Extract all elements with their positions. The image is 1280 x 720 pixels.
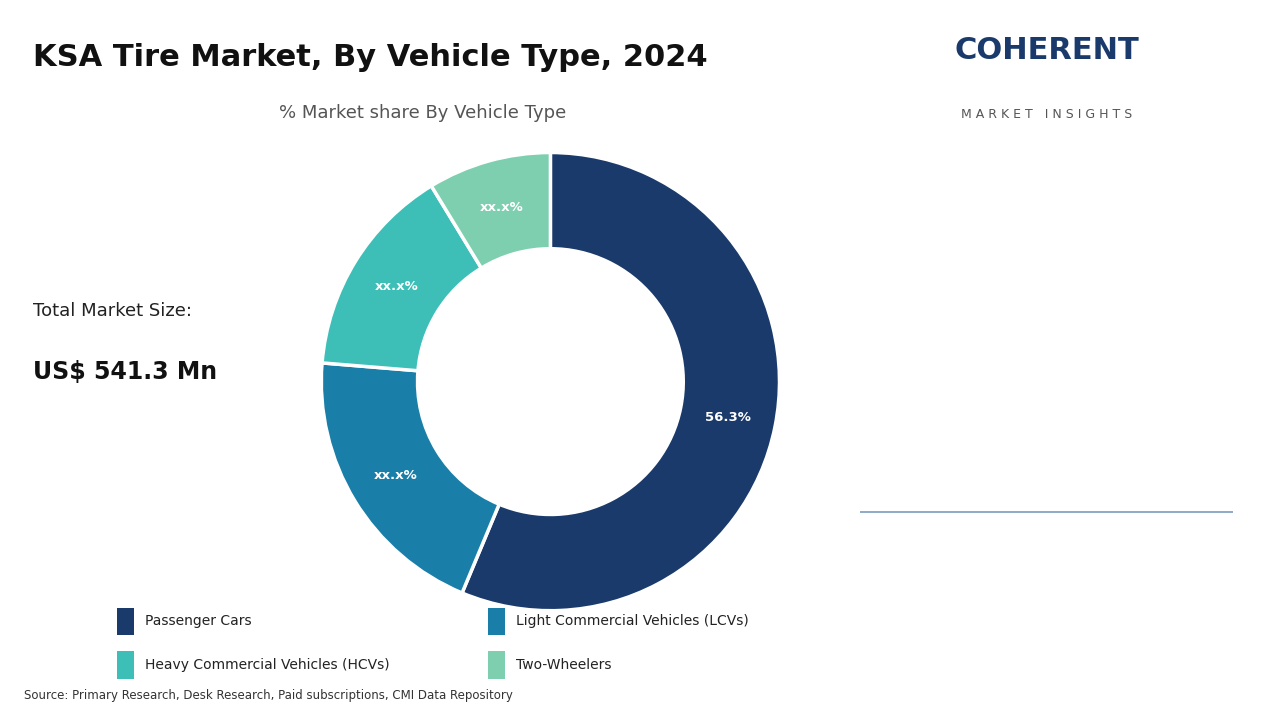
Text: 56.3%: 56.3% (860, 237, 1033, 285)
Text: Two-Wheelers: Two-Wheelers (516, 658, 612, 672)
Text: Total Market Size:: Total Market Size: (32, 302, 192, 320)
Text: Vehicle
Type - Estimated Market
Revenue Share, 2024: Vehicle Type - Estimated Market Revenue … (860, 372, 1044, 429)
Bar (118, 651, 133, 679)
Text: Light Commercial Vehicles (LCVs): Light Commercial Vehicles (LCVs) (516, 614, 749, 629)
Wedge shape (462, 153, 780, 611)
Text: KSA Tire Market, By Vehicle Type, 2024: KSA Tire Market, By Vehicle Type, 2024 (32, 43, 707, 72)
Text: % Market share By Vehicle Type: % Market share By Vehicle Type (279, 104, 566, 122)
Bar (489, 608, 504, 635)
Text: KSA Tire
Market: KSA Tire Market (860, 535, 975, 604)
Text: US$ 541.3 Mn: US$ 541.3 Mn (32, 360, 216, 384)
Wedge shape (431, 153, 550, 268)
Text: Heavy Commercial Vehicles (HCVs): Heavy Commercial Vehicles (HCVs) (145, 658, 389, 672)
Text: M A R K E T   I N S I G H T S: M A R K E T I N S I G H T S (961, 107, 1132, 120)
Text: Passenger Cars: Passenger Cars (860, 327, 992, 342)
Text: xx.x%: xx.x% (374, 469, 417, 482)
Text: COHERENT: COHERENT (954, 36, 1139, 66)
Wedge shape (323, 186, 481, 371)
Text: xx.x%: xx.x% (480, 201, 524, 214)
Bar (489, 651, 504, 679)
Text: Source: Primary Research, Desk Research, Paid subscriptions, CMI Data Repository: Source: Primary Research, Desk Research,… (24, 689, 513, 702)
Bar (118, 608, 133, 635)
Wedge shape (321, 363, 499, 593)
Text: xx.x%: xx.x% (375, 280, 419, 293)
Text: Passenger Cars: Passenger Cars (145, 614, 251, 629)
Text: 56.3%: 56.3% (705, 410, 751, 423)
